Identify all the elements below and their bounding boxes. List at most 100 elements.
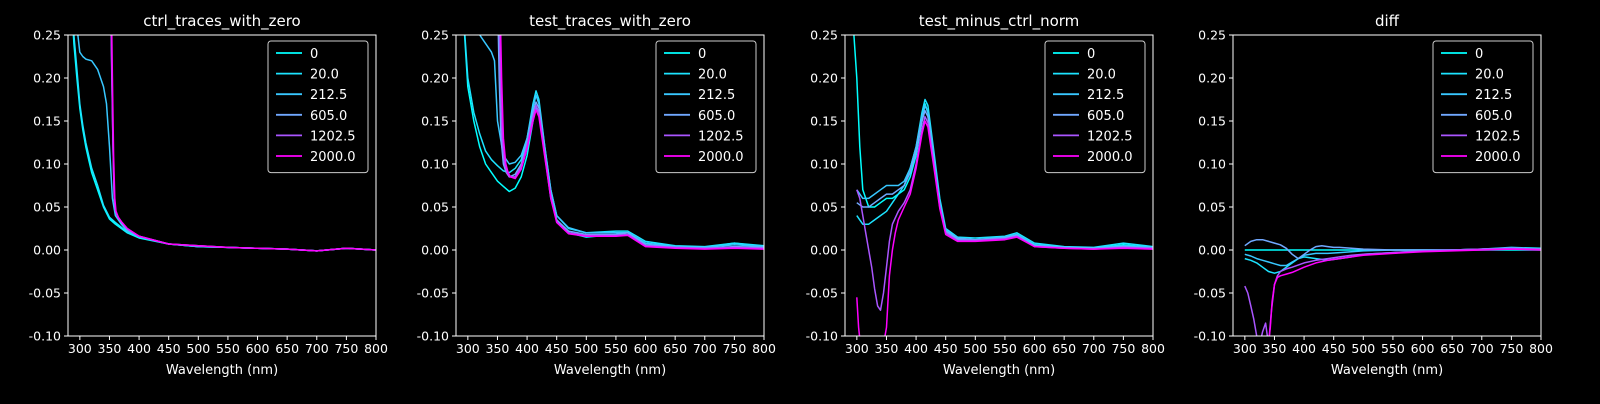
- legend: 0 20.0 212.5 605.0 1202.5 2000.0: [1044, 40, 1146, 174]
- y-tick-label: -0.10: [806, 329, 838, 344]
- y-tick-label: 0.00: [33, 243, 61, 258]
- x-tick-label: 600: [246, 341, 270, 356]
- series-group: [72, 35, 376, 252]
- legend: 0 20.0 212.5 605.0 1202.5 2000.0: [1432, 40, 1534, 174]
- y-tick-label: 0.25: [810, 28, 838, 43]
- legend-label: 212.5: [310, 88, 347, 103]
- x-tick-label: 500: [1351, 341, 1375, 356]
- y-tick-label: -0.05: [1194, 286, 1226, 301]
- legend-label: 605.0: [1087, 109, 1124, 124]
- y-tick-label: 0.15: [421, 114, 449, 129]
- y-tick-label: 0.15: [1198, 114, 1226, 129]
- y-tick-label: 0.00: [421, 243, 449, 258]
- x-tick-label: 600: [1411, 341, 1435, 356]
- series-group: [1244, 238, 1541, 336]
- y-tick-label: 0.05: [421, 200, 449, 215]
- legend-label: 212.5: [1087, 88, 1124, 103]
- y-tick-label: 0.10: [33, 157, 61, 172]
- x-tick-label: 650: [1440, 341, 1464, 356]
- y-tick-label: 0.20: [33, 71, 61, 86]
- x-tick-label: 750: [1111, 341, 1135, 356]
- y-tick-label: -0.10: [1194, 329, 1226, 344]
- x-tick-label: 550: [216, 341, 240, 356]
- legend-label: 1202.5: [1087, 129, 1133, 144]
- y-tick-label: 0.05: [33, 200, 61, 215]
- x-tick-label: 400: [515, 341, 539, 356]
- series-group: [853, 35, 1153, 336]
- series-line-212.5: [478, 35, 764, 249]
- x-tick-label: 300: [456, 341, 480, 356]
- x-tick-label: 550: [993, 341, 1017, 356]
- y-tick-label: 0.20: [1198, 71, 1226, 86]
- x-tick-label: 700: [693, 341, 717, 356]
- y-tick-label: 0.10: [1198, 157, 1226, 172]
- series-line-20.0: [856, 98, 1153, 249]
- x-tick-label: 800: [1141, 341, 1165, 356]
- series-line-1202.5: [1244, 247, 1541, 336]
- x-tick-label: 300: [1233, 341, 1257, 356]
- x-tick-label: 400: [127, 341, 151, 356]
- x-tick-label: 550: [1381, 341, 1405, 356]
- y-tick-label: 0.15: [810, 114, 838, 129]
- axes-frame: [844, 34, 1154, 337]
- y-tick-label: -0.05: [806, 286, 838, 301]
- x-axis-label: Wavelength (nm): [1331, 363, 1443, 378]
- series-line-2000.0: [111, 35, 376, 252]
- legend: 0 20.0 212.5 605.0 1202.5 2000.0: [267, 40, 369, 174]
- series-line-2000.0: [499, 35, 764, 250]
- legend-label: 20.0: [310, 68, 339, 83]
- x-tick-label: 800: [364, 341, 388, 356]
- series-line-605.0: [1244, 238, 1541, 260]
- x-tick-label: 600: [1023, 341, 1047, 356]
- x-tick-label: 500: [963, 341, 987, 356]
- x-tick-label: 400: [904, 341, 928, 356]
- y-tick-label: 0.20: [421, 71, 449, 86]
- chart-title: test_minus_ctrl_norm: [919, 12, 1080, 31]
- x-tick-label: 450: [157, 341, 181, 356]
- x-axis-label: Wavelength (nm): [166, 363, 278, 378]
- y-tick-label: 0.25: [421, 28, 449, 43]
- series-line-20.0: [464, 35, 764, 248]
- x-tick-label: 350: [875, 341, 899, 356]
- legend-label: 2000.0: [698, 150, 744, 165]
- legend-label: 0: [1475, 47, 1483, 62]
- x-tick-label: 700: [1470, 341, 1494, 356]
- x-tick-label: 500: [186, 341, 210, 356]
- series-line-2000.0: [1268, 248, 1541, 336]
- x-tick-label: 450: [545, 341, 569, 356]
- x-tick-label: 550: [604, 341, 628, 356]
- chart-title: diff: [1375, 12, 1400, 30]
- legend-label: 20.0: [1475, 68, 1504, 83]
- legend-label: 2000.0: [1087, 150, 1133, 165]
- legend: 0 20.0 212.5 605.0 1202.5 2000.0: [655, 40, 757, 174]
- legend-label: 0: [310, 47, 318, 62]
- axes-frame: [1232, 34, 1542, 337]
- x-tick-label: 350: [1263, 341, 1287, 356]
- x-axis-label: Wavelength (nm): [943, 363, 1055, 378]
- x-tick-label: 700: [305, 341, 329, 356]
- x-tick-label: 650: [275, 341, 299, 356]
- y-tick-label: 0.05: [1198, 200, 1226, 215]
- x-tick-label: 400: [1292, 341, 1316, 356]
- legend-label: 20.0: [1087, 68, 1116, 83]
- legend-label: 212.5: [698, 88, 735, 103]
- x-tick-label: 450: [1322, 341, 1346, 356]
- y-tick-label: -0.10: [29, 329, 61, 344]
- legend-label: 212.5: [1475, 88, 1512, 103]
- legend-label: 20.0: [698, 68, 727, 83]
- legend-label: 605.0: [310, 109, 347, 124]
- legend-label: 1202.5: [698, 129, 744, 144]
- y-tick-label: 0.00: [1198, 243, 1226, 258]
- x-tick-label: 300: [845, 341, 869, 356]
- y-tick-label: 0.25: [1198, 28, 1226, 43]
- legend-label: 1202.5: [1475, 129, 1521, 144]
- legend-label: 605.0: [1475, 109, 1512, 124]
- axes-frame: [455, 34, 765, 337]
- x-tick-label: 350: [98, 341, 122, 356]
- y-tick-label: 0.05: [810, 200, 838, 215]
- x-tick-label: 800: [752, 341, 776, 356]
- y-tick-label: -0.10: [417, 329, 449, 344]
- y-tick-label: 0.20: [810, 71, 838, 86]
